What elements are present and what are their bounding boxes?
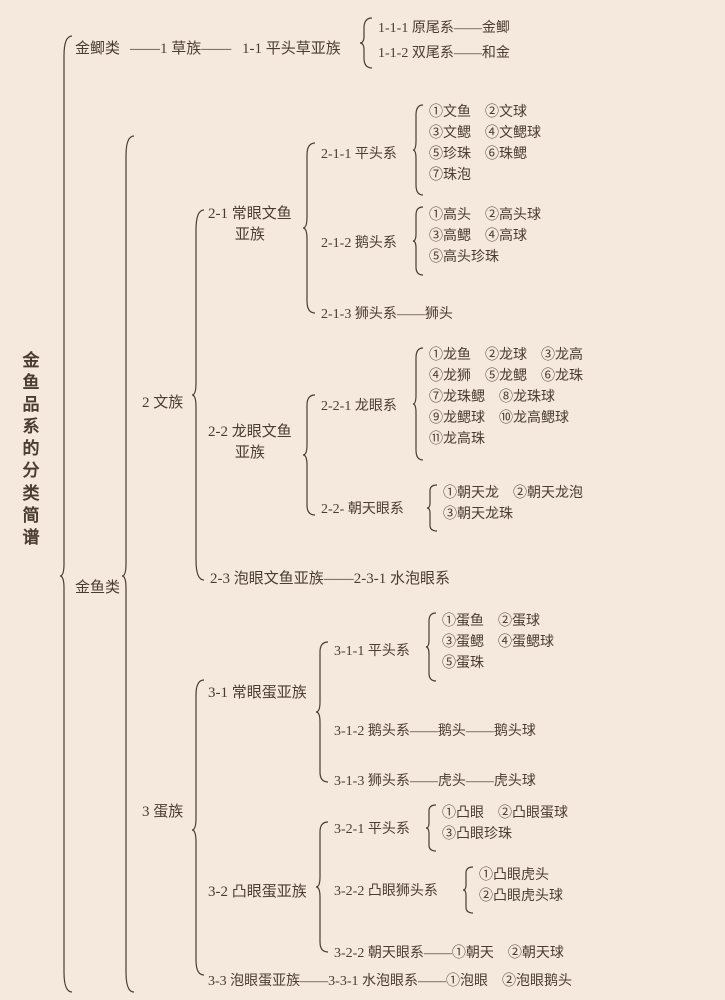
node-2: 2 文族	[142, 391, 183, 412]
brace-32	[316, 822, 330, 952]
brace-212	[413, 207, 425, 275]
node-1: ——1 草族——	[130, 37, 231, 58]
brace-2	[192, 210, 206, 580]
node-321: 3-2-1 平头系	[334, 818, 410, 838]
node-323: 3-2-2 朝天眼系——①朝天 ②朝天球	[334, 942, 564, 962]
node-212: 2-1-2 鹅头系	[321, 232, 397, 252]
node-213: 2-1-3 狮头系——狮头	[321, 303, 453, 323]
brace-322	[463, 867, 475, 913]
brace-311	[426, 613, 438, 681]
node-21: 2-1 常眼文鱼亚族	[208, 202, 292, 244]
node-111: 1-1-1 原尾系——金鲫	[378, 17, 510, 37]
node-23: 2-3 泡眼文鱼亚族——2-3-1 水泡眼系	[210, 567, 450, 588]
brace-11	[360, 18, 374, 68]
node-312: 3-1-2 鹅头系——鹅头——鹅头球	[334, 720, 536, 740]
var-311: ①蛋鱼 ②蛋球③蛋鳃 ④蛋鳃球⑤蛋珠	[442, 611, 554, 674]
var-211: ①文鱼 ②文球③文鳃 ④文鳃球⑤珍珠 ⑥珠鳃⑦珠泡	[429, 102, 541, 186]
node-31: 3-1 常眼蛋亚族	[208, 681, 307, 702]
var-322: ①凸眼虎头②凸眼虎头球	[479, 865, 563, 907]
node-221: 2-2-1 龙眼系	[321, 395, 397, 415]
brace-211	[413, 105, 425, 195]
brace-root	[60, 36, 74, 1000]
brace-21	[303, 143, 317, 313]
var-212: ①高头 ②高头球③高鳃 ④高球⑤高头珍珠	[429, 205, 541, 268]
node-11: 1-1 平头草亚族	[242, 37, 341, 58]
var-221: ①龙鱼 ②龙球 ③龙高④龙狮 ⑤龙鳃 ⑥龙珠⑦龙珠鳃 ⑧龙珠球⑨龙鳃球 ⑩龙高鳃…	[429, 345, 583, 450]
root-jc: 金鲫类	[75, 37, 120, 58]
brace-22	[303, 395, 317, 515]
node-32: 3-2 凸眼蛋亚族	[208, 880, 307, 901]
node-313: 3-1-3 狮头系——虎头——虎头球	[334, 770, 536, 790]
node-112: 1-1-2 双尾系——和金	[378, 42, 510, 62]
node-311: 3-1-1 平头系	[334, 640, 410, 660]
node-222: 2-2- 朝天眼系	[321, 498, 404, 518]
node-322: 3-2-2 凸眼狮头系	[334, 880, 438, 900]
brace-221	[413, 348, 425, 460]
var-321: ①凸眼 ②凸眼蛋球③凸眼珍珠	[442, 803, 568, 845]
brace-jy	[122, 136, 136, 1000]
node-22: 2-2 龙眼文鱼亚族	[208, 420, 292, 462]
main-title: 金鱼品系的分类简谱	[22, 350, 40, 549]
brace-31	[316, 642, 330, 782]
brace-222	[427, 485, 439, 531]
root-jy: 金鱼类	[75, 576, 120, 597]
brace-321	[426, 805, 438, 851]
node-3: 3 蛋族	[142, 800, 183, 821]
node-33: 3-3 泡眼蛋亚族——3-3-1 水泡眼系——①泡眼 ②泡眼鹅头	[208, 970, 572, 990]
node-211: 2-1-1 平头系	[321, 143, 397, 163]
var-222: ①朝天龙 ②朝天龙泡③朝天龙珠	[443, 483, 583, 525]
brace-3	[192, 680, 206, 980]
